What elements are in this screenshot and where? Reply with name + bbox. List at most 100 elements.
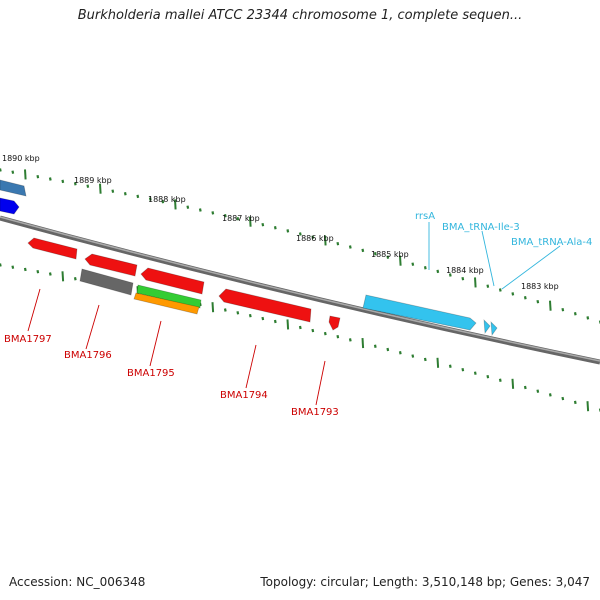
minor-tick — [461, 367, 465, 372]
minor-tick — [61, 179, 65, 184]
minor-tick — [261, 316, 265, 321]
minor-tick — [36, 174, 40, 179]
leader-line — [149, 320, 162, 367]
minor-tick — [198, 208, 202, 212]
kbp-label: 1887 kbp — [222, 214, 260, 223]
minor-tick — [211, 211, 215, 215]
gene-label: BMA1793 — [291, 407, 339, 418]
minor-tick — [186, 205, 190, 209]
minor-tick — [386, 255, 390, 259]
accession-text: Accession: NC_006348 — [9, 575, 146, 589]
outer-tick-ring — [0, 168, 600, 324]
minor-tick — [561, 396, 565, 401]
minor-tick — [461, 276, 465, 281]
minor-tick — [286, 229, 290, 233]
backbone-highlight — [0, 216, 600, 362]
rna-label: BMA_tRNA-Ile-3 — [442, 222, 520, 233]
minor-tick — [323, 331, 327, 336]
major-tick — [174, 199, 177, 210]
features — [0, 179, 498, 337]
gene-arrow-bma1797 — [27, 237, 78, 260]
minor-tick — [536, 389, 540, 393]
minor-tick — [111, 189, 115, 193]
gene-arrow-bma1793 — [328, 315, 341, 331]
minor-tick — [311, 235, 315, 239]
minor-tick — [336, 241, 340, 246]
gene-arrow-orange — [133, 292, 200, 315]
minor-tick — [236, 216, 240, 221]
minor-tick — [11, 170, 15, 174]
kbp-label: 1890 kbp — [2, 154, 40, 163]
minor-tick — [411, 262, 415, 266]
minor-tick — [573, 400, 577, 405]
inner-tick-ring — [0, 263, 600, 412]
rna-arrow-ala — [490, 320, 498, 337]
rna-label: rrsA — [415, 211, 435, 222]
minor-tick — [498, 378, 502, 382]
rna-label: BMA_tRNA-Ala-4 — [511, 237, 592, 248]
leader-line — [315, 360, 326, 406]
minor-tick — [473, 371, 477, 375]
minor-tick — [486, 284, 490, 288]
major-tick — [511, 378, 515, 389]
gene-arrow-green — [136, 284, 202, 309]
minor-tick — [248, 313, 252, 318]
major-tick — [361, 337, 365, 349]
minor-tick — [448, 273, 452, 277]
major-tick — [549, 300, 552, 311]
minor-tick — [148, 197, 152, 201]
minor-tick — [348, 245, 352, 249]
kbp-label: 1883 kbp — [521, 282, 559, 291]
minor-tick — [373, 344, 377, 348]
minor-tick — [536, 299, 540, 304]
minor-tick — [48, 272, 52, 276]
chromosome-backbone — [0, 215, 600, 365]
gene-label: BMA1796 — [64, 350, 112, 361]
major-tick — [399, 255, 402, 266]
major-tick — [249, 216, 252, 227]
major-tick — [61, 271, 65, 282]
minor-tick — [86, 184, 90, 188]
minor-tick — [73, 182, 77, 186]
kbp-label: 1885 kbp — [371, 250, 409, 259]
minor-tick — [0, 168, 2, 172]
gene-arrow-bma1796 — [79, 268, 134, 296]
kbp-label: 1889 kbp — [74, 176, 112, 185]
gene-label: BMA1794 — [220, 390, 268, 401]
major-tick — [586, 401, 590, 412]
minor-tick — [586, 316, 590, 320]
minor-tick — [123, 192, 127, 196]
leader-line — [245, 344, 257, 389]
minor-tick — [223, 214, 227, 218]
minor-tick — [423, 357, 427, 362]
minor-tick — [298, 325, 302, 330]
minor-tick — [48, 177, 52, 181]
rna-arrow-rrsA — [362, 294, 477, 331]
minor-tick — [11, 265, 15, 269]
rna-arrow-ile — [483, 318, 491, 335]
minor-tick — [298, 232, 302, 236]
minor-tick — [573, 312, 577, 316]
minor-tick — [398, 351, 402, 355]
minor-tick — [348, 338, 352, 342]
major-tick — [324, 235, 327, 246]
kbp-labels: 1890 kbp 1889 kbp 1888 kbp 1887 kbp 1886 kbp… — [2, 154, 559, 291]
major-tick — [99, 183, 102, 194]
minor-tick — [423, 266, 427, 270]
gene-arrow-steel — [0, 179, 27, 197]
minor-tick — [23, 267, 27, 272]
minor-tick — [523, 296, 527, 300]
minor-tick — [273, 226, 277, 230]
gene-arrow-blue — [0, 197, 20, 215]
minor-tick — [511, 292, 515, 296]
gene-arrow-bma1794 — [218, 288, 312, 323]
minor-tick — [386, 347, 390, 352]
gene-label: BMA1795 — [127, 368, 175, 379]
major-tick — [436, 357, 440, 368]
minor-tick — [223, 308, 227, 312]
minor-tick — [311, 328, 315, 333]
topology-text: Topology: circular; Length: 3,510,148 bp… — [260, 575, 590, 589]
major-tick — [286, 319, 290, 330]
backbone-line — [0, 215, 600, 365]
